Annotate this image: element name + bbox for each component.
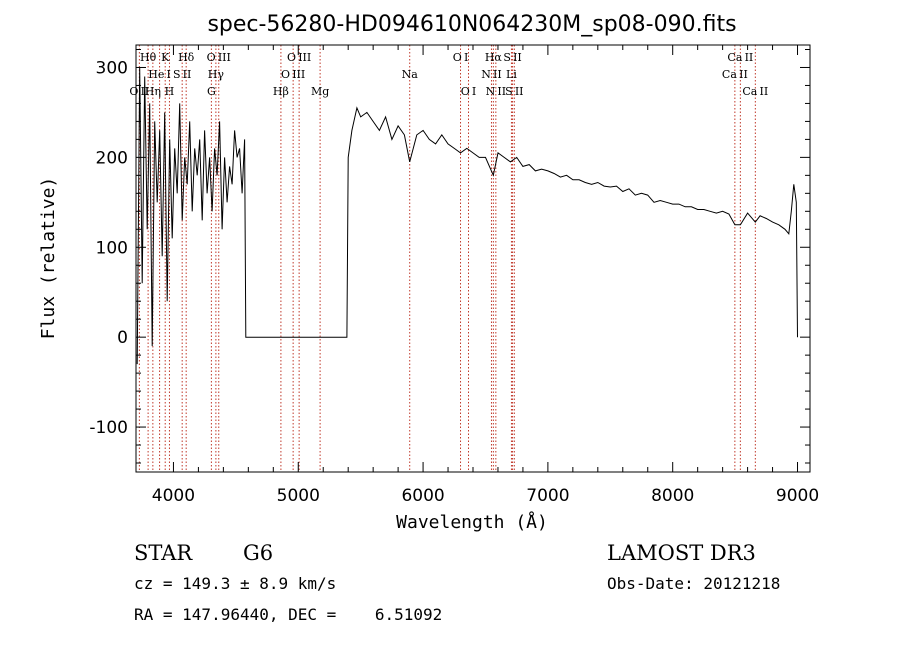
coordinates: RA = 147.96440, DEC = 6.51092 (134, 605, 442, 624)
y-tick-label: 0 (117, 328, 128, 348)
x-axis-ticks: 4000 5000 6000 7000 8000 9000 (152, 45, 819, 506)
survey-name: LAMOST DR3 (607, 541, 756, 565)
y-axis-ticks: -100 0 100 200 300 (89, 48, 810, 464)
spectral-line-label: Mg (311, 85, 329, 98)
y-tick-label: -100 (89, 418, 128, 438)
spectral-line-label: He I (148, 68, 171, 81)
spectral-line-label: S II (503, 51, 521, 64)
spectral-line-label: Ca II (742, 85, 768, 98)
spectral-line-label: K (161, 51, 170, 64)
y-tick-label: 300 (96, 58, 128, 78)
spectral-line-label: Hδ (178, 51, 195, 64)
spectral-line-label: Na (402, 68, 419, 81)
x-tick-label: 5000 (277, 486, 320, 506)
spectral-line-label: S II (173, 68, 191, 81)
spectral-line-label: H (165, 85, 175, 98)
spectral-line-label: O III (281, 68, 305, 81)
object-subclass: G6 (243, 541, 273, 565)
y-tick-label: 100 (96, 238, 128, 258)
x-tick-label: 8000 (651, 486, 694, 506)
x-axis-label: Wavelength (Å) (396, 511, 548, 533)
object-class: STAR (134, 541, 193, 565)
spectral-line-label: Li (506, 68, 517, 81)
spectral-line-label: O I (461, 85, 477, 98)
spectral-line-label: N II (486, 85, 507, 98)
spectral-line-label: O I (453, 51, 469, 64)
spectral-line-label: S II (505, 85, 523, 98)
spectral-line-label: Ca II (722, 68, 748, 81)
spectral-line-label: Hη (145, 85, 161, 98)
obs-date: Obs-Date: 20121218 (607, 574, 780, 593)
spectral-line-label: N II (481, 68, 502, 81)
x-tick-label: 9000 (776, 486, 819, 506)
spectral-line-label: O III (287, 51, 311, 64)
spectral-line-markers (138, 45, 756, 472)
spectral-line-label: G (207, 85, 216, 98)
y-axis-label: Flux (relative) (38, 177, 59, 340)
spectral-line-label: Hθ (140, 51, 157, 64)
x-tick-label: 6000 (401, 486, 444, 506)
spectral-line-label: Hγ (208, 68, 225, 81)
redshift-value: cz = 149.3 ± 8.9 km/s (134, 574, 336, 593)
spectral-line-label: O III (207, 51, 231, 64)
plot-frame (135, 44, 811, 473)
x-tick-label: 4000 (152, 486, 195, 506)
chart-title: spec-56280-HD094610N064230M_sp08-090.fit… (207, 12, 736, 37)
x-tick-label: 7000 (526, 486, 569, 506)
spectral-line-label: Hβ (273, 85, 289, 98)
flux-series-line (136, 67, 798, 365)
spectral-line-label: Hα (485, 51, 503, 64)
y-tick-label: 200 (96, 148, 128, 168)
spectral-line-label: Ca II (727, 51, 753, 64)
